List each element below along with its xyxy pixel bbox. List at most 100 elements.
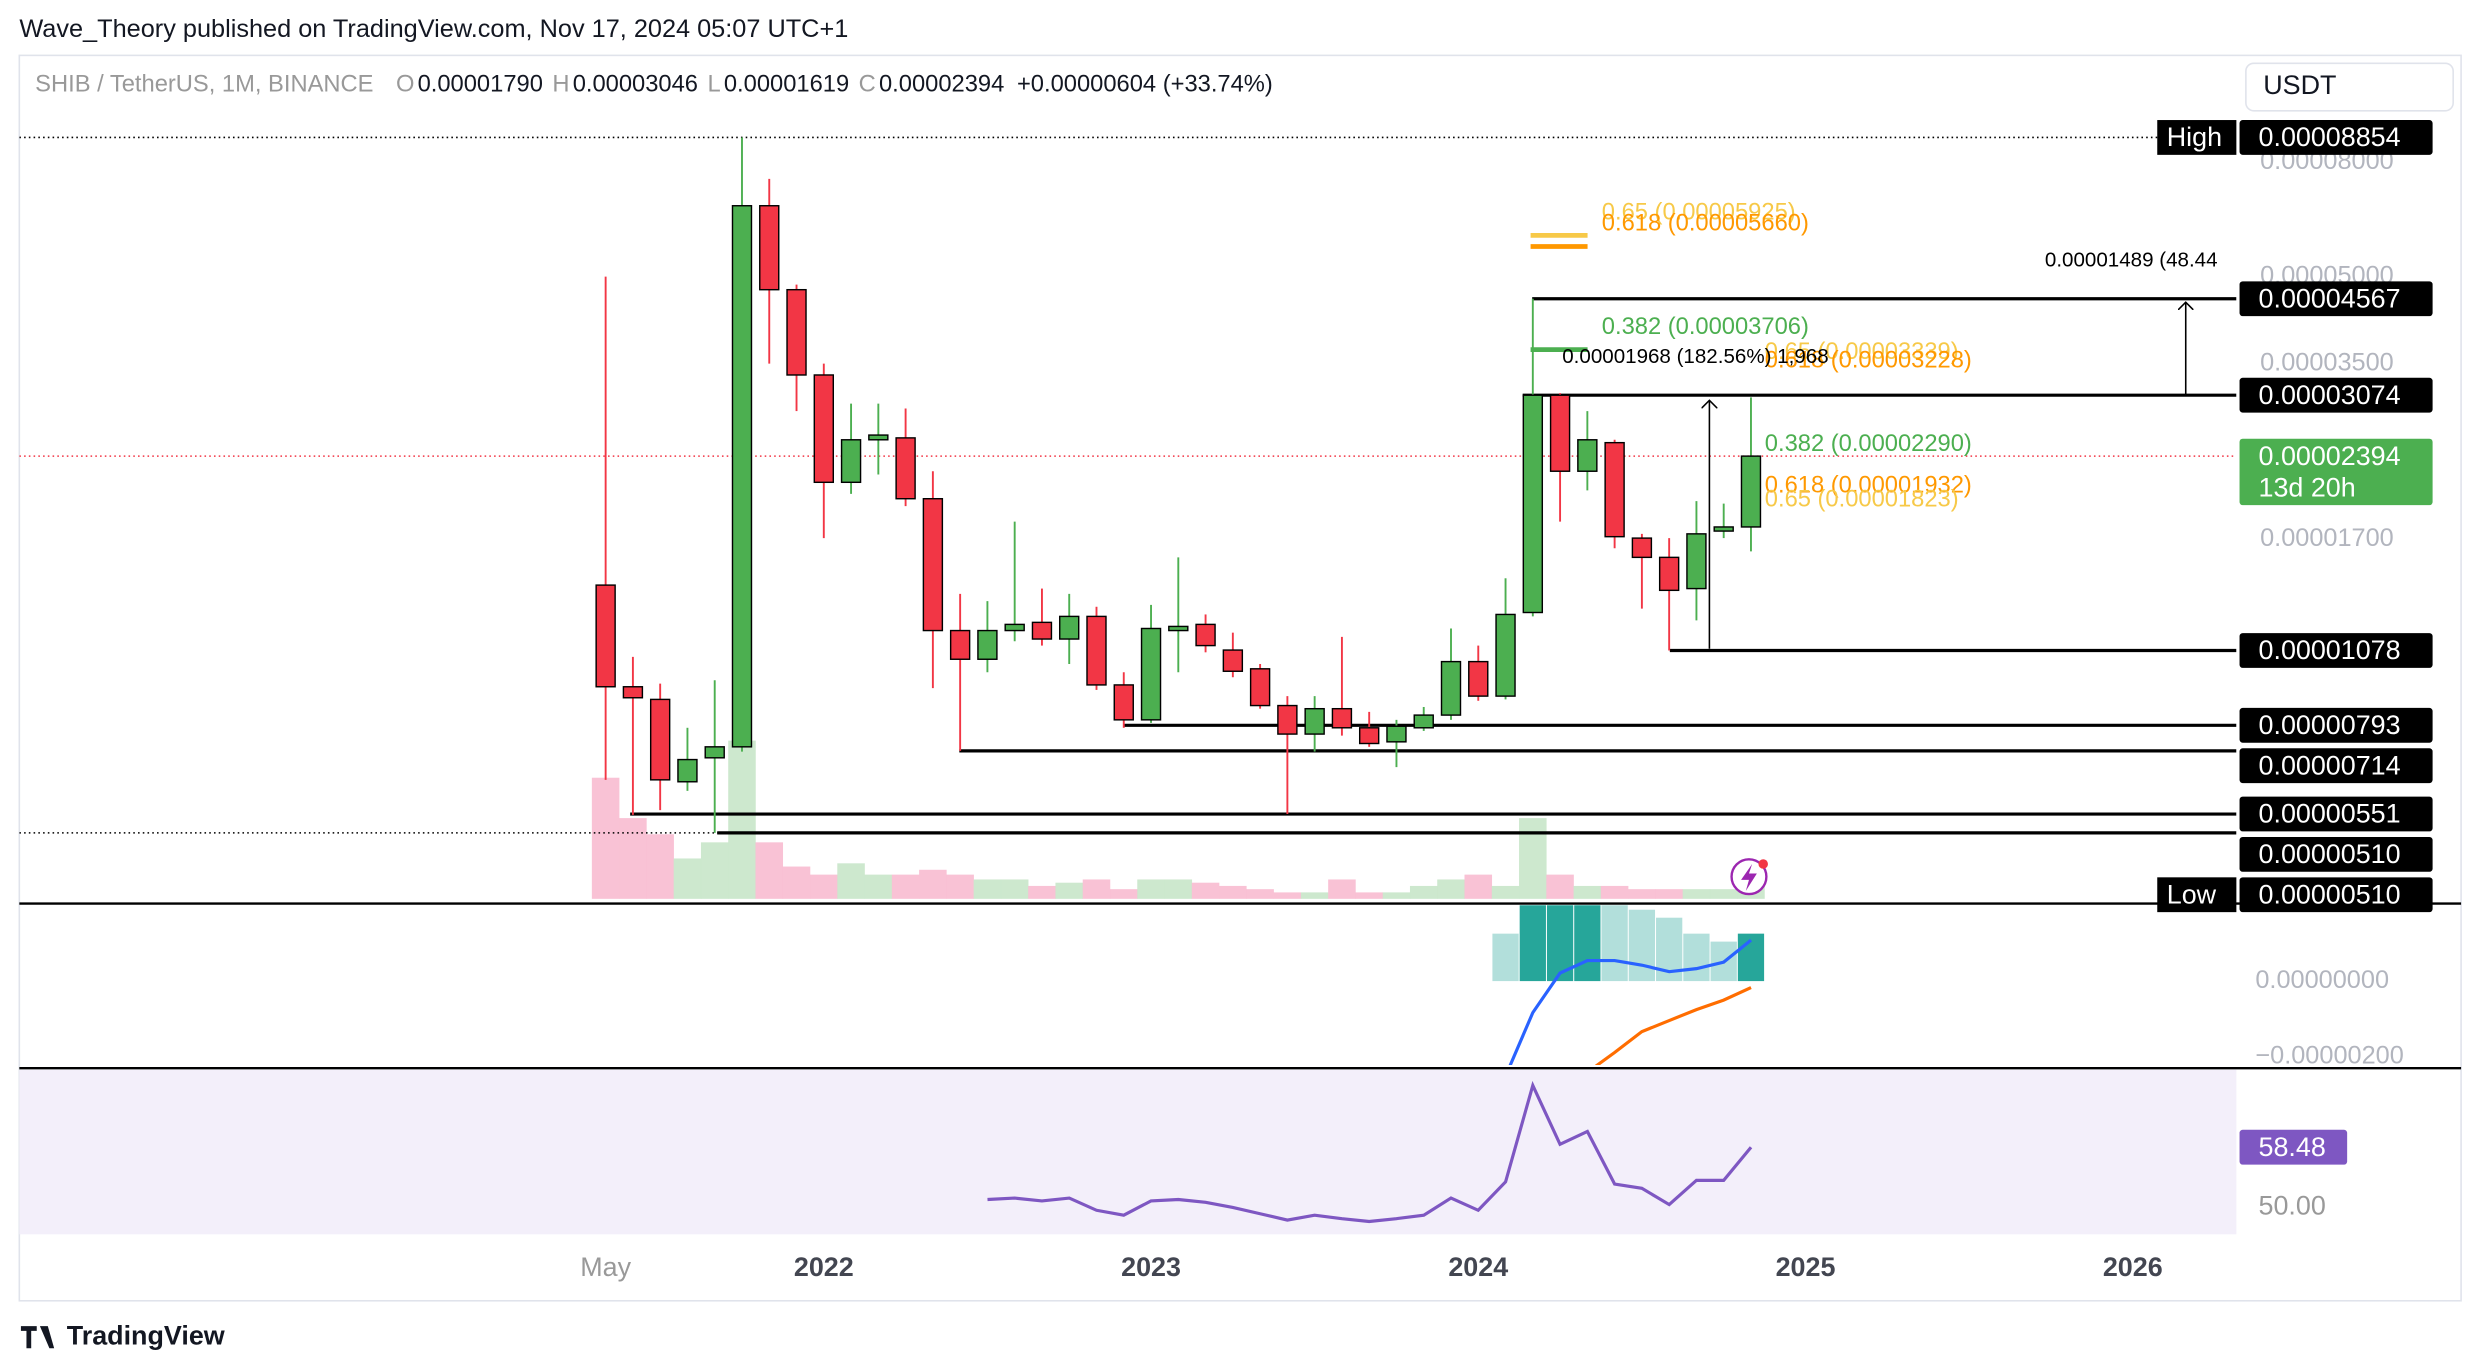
- candle-body: [1386, 725, 1407, 743]
- currency-button[interactable]: [2245, 62, 2454, 112]
- candle-body: [949, 629, 971, 660]
- volume-bar: [946, 874, 974, 899]
- candle-body: [1222, 649, 1244, 672]
- volume-bar: [1164, 879, 1193, 899]
- fib-label: 0.618 (0.00001932): [1765, 472, 1972, 498]
- candle-body: [1686, 533, 1707, 590]
- fib-label: 0.65 (0.00001823): [1765, 487, 1959, 513]
- currency[interactable]: USDT: [2263, 70, 2336, 100]
- macd-line: [1594, 986, 1752, 1066]
- y-tick-label: 50.00: [2259, 1190, 2326, 1220]
- candle-body: [704, 746, 725, 759]
- candle-body: [1004, 623, 1025, 632]
- volume-bar: [1137, 879, 1165, 899]
- ohlc-key: O: [396, 72, 414, 98]
- volume-bar: [1573, 885, 1602, 899]
- candle-body: [1522, 394, 1544, 614]
- level-label: 0.00001078: [2259, 635, 2401, 665]
- candle-body: [595, 584, 616, 688]
- candle-body: [1331, 707, 1353, 729]
- candle-body: [759, 205, 780, 291]
- volume-bar: [919, 869, 947, 899]
- volume-bar: [591, 777, 620, 899]
- price-label-box: [2239, 438, 2433, 506]
- ohlc-value: 0.00001619: [724, 72, 849, 98]
- candle-body: [1168, 625, 1189, 632]
- volume-bar: [1382, 892, 1411, 899]
- candle-body: [1277, 704, 1298, 735]
- level-label: 0.00004567: [2259, 283, 2401, 313]
- fib-label: 0.618 (0.00005660): [1602, 211, 1809, 237]
- level-label-box: [2239, 796, 2433, 832]
- candle-body: [922, 498, 944, 632]
- volume-bar: [973, 879, 1002, 899]
- y-tick-label: 0.00000000: [2255, 966, 2389, 994]
- candle-body: [1413, 714, 1434, 729]
- candle-body: [731, 205, 753, 748]
- ohlc-value: 0.00003046: [573, 72, 698, 98]
- volume-bar: [1055, 882, 1083, 899]
- fib-label: 0.65 (0.00003339): [1765, 339, 1959, 365]
- candle-body: [1604, 441, 1625, 538]
- volume-bar: [782, 866, 811, 899]
- tag-box: [2157, 120, 2237, 155]
- volume-bar: [1191, 882, 1220, 899]
- y-tick-label: 0.00003500: [2260, 348, 2394, 376]
- level-label-box: [2239, 281, 2433, 317]
- fib-label: 0.382 (0.00002290): [1765, 431, 1972, 457]
- candle-body: [813, 374, 835, 484]
- volume-bar: [1519, 818, 1547, 899]
- tag-label: High: [2167, 122, 2222, 152]
- alert-dot: [1758, 859, 1768, 869]
- level-label-box: [2239, 748, 2433, 784]
- candle-body: [1086, 615, 1107, 686]
- measure-label: 0.00001968 (182.56%) 1,968: [1562, 345, 1828, 368]
- x-tick-label: May: [580, 1252, 631, 1282]
- price-label: 0.00002394: [2259, 441, 2401, 471]
- candle-body: [622, 686, 644, 699]
- level-label-box: [2239, 120, 2433, 155]
- candle-body: [868, 434, 889, 441]
- volume-bar: [837, 863, 865, 899]
- histogram-bar: [1601, 905, 1628, 982]
- volume-bar: [1491, 885, 1520, 899]
- histogram-bar: [1683, 933, 1710, 982]
- ohlc-key: L: [708, 72, 721, 98]
- volume-bar: [728, 740, 756, 899]
- volume-bar: [1709, 889, 1738, 899]
- candle-body: [1195, 623, 1216, 647]
- level-label: 0.00008854: [2259, 122, 2401, 152]
- rsi-background: [19, 1069, 2237, 1235]
- candle-body: [1713, 526, 1734, 532]
- candle-body: [1304, 707, 1325, 735]
- candle-body: [1113, 684, 1134, 721]
- candle-body: [840, 439, 862, 484]
- volume-bar: [1600, 885, 1629, 899]
- macd-line: [1508, 938, 1753, 1066]
- change: +0.00000604 (+33.74%): [1017, 72, 1273, 98]
- candle-body: [1468, 660, 1489, 697]
- volume-bar: [1082, 879, 1111, 899]
- y-tick-label: −0.00000200: [2255, 1042, 2403, 1070]
- candle-body: [649, 698, 671, 781]
- volume-bar: [1109, 889, 1138, 899]
- x-tick-label: 2022: [794, 1252, 854, 1282]
- candle-body: [977, 629, 998, 660]
- candle-body: [1549, 394, 1571, 472]
- histogram-bar: [1628, 909, 1656, 982]
- volume-bar: [1546, 874, 1574, 899]
- level-label-box: [2239, 707, 2433, 743]
- candle-body: [1440, 660, 1462, 716]
- tag-box: [2157, 877, 2237, 913]
- rsi-label: 58.48: [2259, 1132, 2326, 1162]
- alert-bolt: [1741, 864, 1757, 891]
- volume-bar: [1464, 874, 1493, 899]
- level-label-box: [2239, 377, 2433, 413]
- tag-label: Low: [2167, 879, 2217, 909]
- rsi-label-box: [2239, 1129, 2348, 1165]
- histogram-bar: [1492, 933, 1519, 982]
- ohlc-value: 0.00001790: [418, 72, 543, 98]
- measure-label: 0.00001489 (48.44: [2045, 249, 2218, 272]
- fib-label: 0.65 (0.00005925): [1602, 199, 1796, 225]
